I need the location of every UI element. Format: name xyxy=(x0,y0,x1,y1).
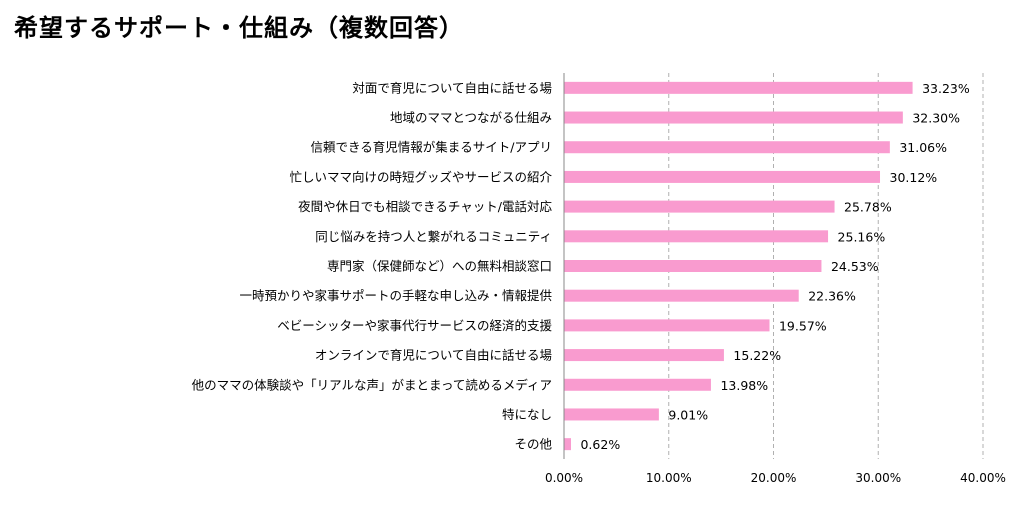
value-label-0: 33.23% xyxy=(922,81,970,96)
category-label-1: 地域のママとつながる仕組み xyxy=(390,110,552,125)
value-label-12: 0.62% xyxy=(580,437,620,452)
bar-10 xyxy=(564,378,711,391)
category-label-10: 他のママの体験談や「リアルな声」がまとまって読めるメディア xyxy=(192,377,552,392)
category-label-8: ベビーシッターや家事代行サービスの経済的支援 xyxy=(277,318,552,333)
bar-4 xyxy=(564,200,835,213)
x-tick-label-4: 40.00% xyxy=(960,471,1006,485)
category-label-2: 信頼できる育児情報が集まるサイト/アプリ xyxy=(311,140,552,155)
bar-8 xyxy=(564,319,770,332)
bar-9 xyxy=(564,349,724,362)
category-label-7: 一時預かりや家事サポートの手軽な申し込み・情報提供 xyxy=(239,288,552,303)
x-tick-label-1: 10.00% xyxy=(646,471,692,485)
category-label-0: 対面で育児について自由に話せる場 xyxy=(352,80,552,95)
bar-2 xyxy=(564,141,890,154)
value-label-2: 31.06% xyxy=(899,140,947,155)
category-label-3: 忙しいママ向けの時短グッズやサービスの紹介 xyxy=(289,169,552,184)
bar-6 xyxy=(564,260,822,272)
value-label-3: 30.12% xyxy=(890,170,938,185)
category-label-11: 特になし xyxy=(502,407,552,422)
bar-1 xyxy=(564,111,903,124)
x-tick-label-0: 0.00% xyxy=(545,471,583,485)
x-tick-label-2: 20.00% xyxy=(751,471,797,485)
bar-3 xyxy=(564,170,881,183)
value-label-11: 9.01% xyxy=(668,407,708,422)
value-label-9: 15.22% xyxy=(733,348,781,363)
category-label-9: オンラインで育児について自由に話せる場 xyxy=(315,348,552,363)
bar-5 xyxy=(564,230,829,243)
value-label-10: 13.98% xyxy=(720,378,768,393)
x-tick-label-3: 30.00% xyxy=(855,471,901,485)
category-label-4: 夜間や休日でも相談できるチャット/電話対応 xyxy=(298,199,552,214)
bar-11 xyxy=(564,408,659,421)
value-label-1: 32.30% xyxy=(912,111,960,126)
value-label-6: 24.53% xyxy=(831,259,879,274)
category-label-6: 専門家（保健師など）への無料相談窓口 xyxy=(327,259,552,274)
chart-title: 希望するサポート・仕組み（複数回答） xyxy=(14,14,464,42)
category-label-12: その他 xyxy=(514,437,552,452)
bar-12 xyxy=(564,438,571,451)
category-label-5: 同じ悩みを持つ人と繋がれるコミュニティ xyxy=(315,229,552,244)
bar-7 xyxy=(564,289,799,302)
bar-0 xyxy=(564,81,913,94)
value-label-7: 22.36% xyxy=(808,289,856,304)
value-label-8: 19.57% xyxy=(779,318,827,333)
value-label-5: 25.16% xyxy=(838,229,886,244)
value-label-4: 25.78% xyxy=(844,200,892,215)
